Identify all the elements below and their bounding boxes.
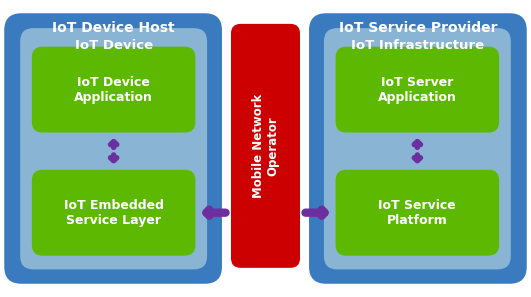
FancyBboxPatch shape <box>4 13 222 284</box>
FancyBboxPatch shape <box>309 13 527 284</box>
FancyBboxPatch shape <box>32 170 195 256</box>
Text: IoT Device
Application: IoT Device Application <box>74 76 153 104</box>
Text: IoT Service
Platform: IoT Service Platform <box>379 199 456 227</box>
Text: IoT Infrastructure: IoT Infrastructure <box>351 39 484 52</box>
FancyBboxPatch shape <box>336 170 499 256</box>
FancyBboxPatch shape <box>20 28 207 269</box>
Text: IoT Device Host: IoT Device Host <box>52 21 174 35</box>
Text: IoT Embedded
Service Layer: IoT Embedded Service Layer <box>64 199 164 227</box>
FancyBboxPatch shape <box>32 47 195 132</box>
FancyBboxPatch shape <box>336 47 499 132</box>
FancyBboxPatch shape <box>324 28 511 269</box>
Text: IoT Service Provider: IoT Service Provider <box>339 21 497 35</box>
Text: IoT Server
Application: IoT Server Application <box>378 76 457 104</box>
FancyBboxPatch shape <box>231 24 300 268</box>
Text: IoT Device: IoT Device <box>74 39 153 52</box>
Text: Mobile Network
Operator: Mobile Network Operator <box>252 94 279 198</box>
